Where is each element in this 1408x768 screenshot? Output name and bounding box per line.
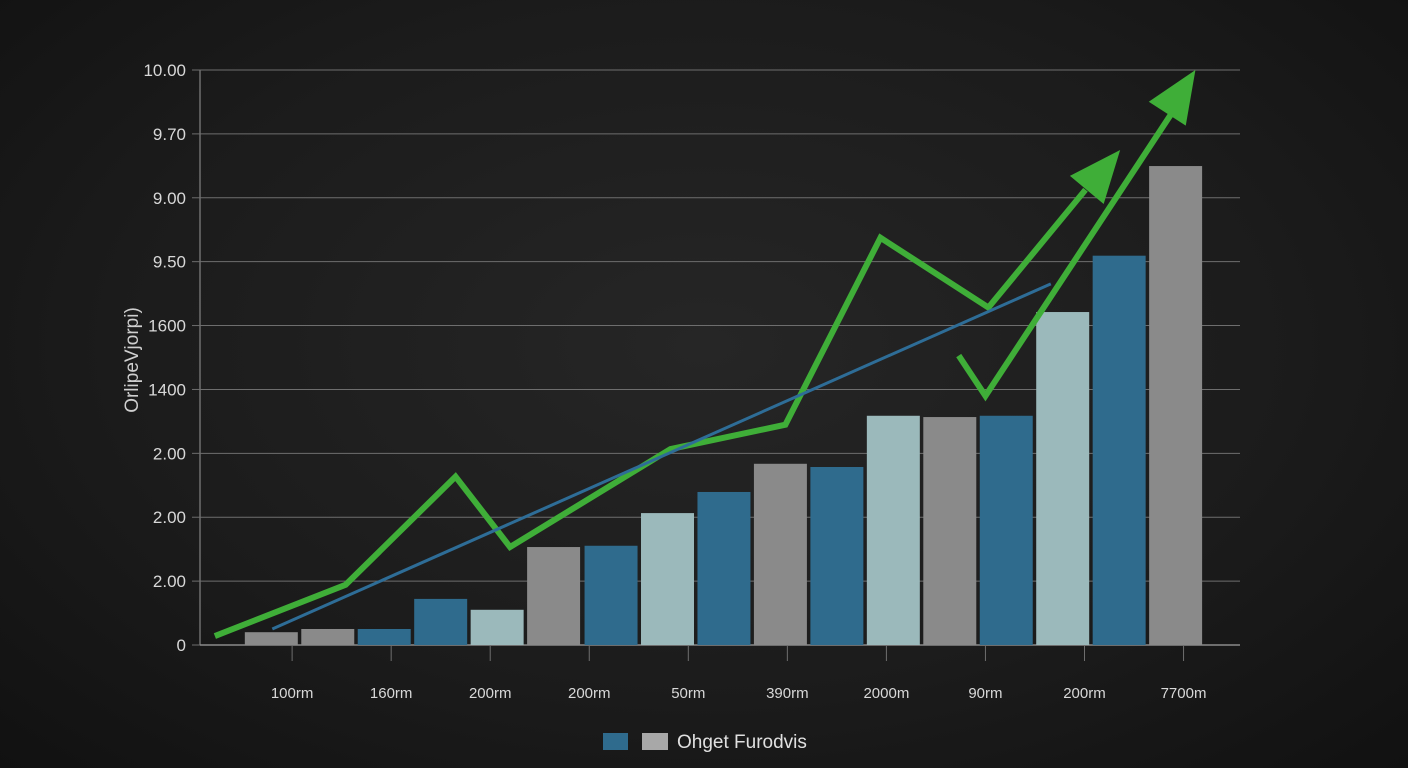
arrowhead-icon <box>1069 150 1121 205</box>
bar-gray <box>923 417 977 645</box>
y-tick-label: 2.00 <box>153 572 186 591</box>
x-tick-label: 200rm <box>469 685 512 702</box>
bar-gray <box>1149 166 1203 646</box>
x-tick-label: 2000m <box>863 685 909 702</box>
y-tick-label: 2.00 <box>153 444 186 463</box>
legend-swatch-blue <box>603 733 628 750</box>
y-tick-label: 0 <box>177 636 186 655</box>
bar-light <box>470 609 524 645</box>
y-tick-label: 9.50 <box>153 253 186 272</box>
x-axis-ticks: 100rm 160rm 200rm 200rm 50rm 390rm 2000m 90rm 20… <box>271 645 1207 702</box>
y-tick-label: 9.70 <box>153 125 186 144</box>
bar-blue <box>697 491 751 645</box>
y-axis-label: OrlipeVjorpi) <box>122 307 143 413</box>
x-tick-label: 200rm <box>568 685 611 702</box>
bar-gray <box>527 547 581 645</box>
bar-light <box>641 513 694 645</box>
x-tick-label: 90rm <box>968 685 1002 702</box>
bars <box>244 166 1203 646</box>
bar-blue <box>357 628 411 645</box>
bar-blue <box>979 415 1033 645</box>
x-tick-label: 100rm <box>271 685 314 702</box>
x-tick-label: 50rm <box>671 685 705 702</box>
trend-lines <box>213 70 1196 639</box>
y-tick-label: 10.00 <box>143 61 186 80</box>
bar-light <box>866 415 920 645</box>
x-tick-label: 160rm <box>370 685 413 702</box>
bar-gray <box>244 632 298 645</box>
legend-label: Ohget Furodvis <box>677 732 807 753</box>
legend-swatch-gray <box>642 733 668 750</box>
trend-line <box>271 282 1052 631</box>
bar-gray <box>301 628 355 645</box>
bar-blue <box>584 545 638 645</box>
y-tick-label: 9.00 <box>153 189 186 208</box>
trend-arrow-1 <box>213 187 1088 639</box>
x-tick-label: 7700m <box>1161 685 1207 702</box>
trend-arrow-2 <box>956 113 1174 402</box>
bar-gray <box>753 463 807 645</box>
arrowhead-icon <box>1148 70 1196 126</box>
bar-blue <box>1092 255 1146 645</box>
bar-blue <box>414 598 468 645</box>
bar-blue <box>810 466 864 645</box>
x-tick-label: 200rm <box>1063 685 1106 702</box>
y-tick-label: 2.00 <box>153 508 186 527</box>
x-tick-label: 390rm <box>766 685 809 702</box>
bar-light <box>1036 312 1090 645</box>
legend: Ohget Furodvis <box>603 732 807 753</box>
y-tick-label: 1400 <box>148 380 186 399</box>
y-axis-ticks: 0 2.00 2.00 2.00 1400 1600 9.50 9.00 9.70 10.00 <box>143 61 186 655</box>
y-tick-label: 1600 <box>148 317 186 336</box>
